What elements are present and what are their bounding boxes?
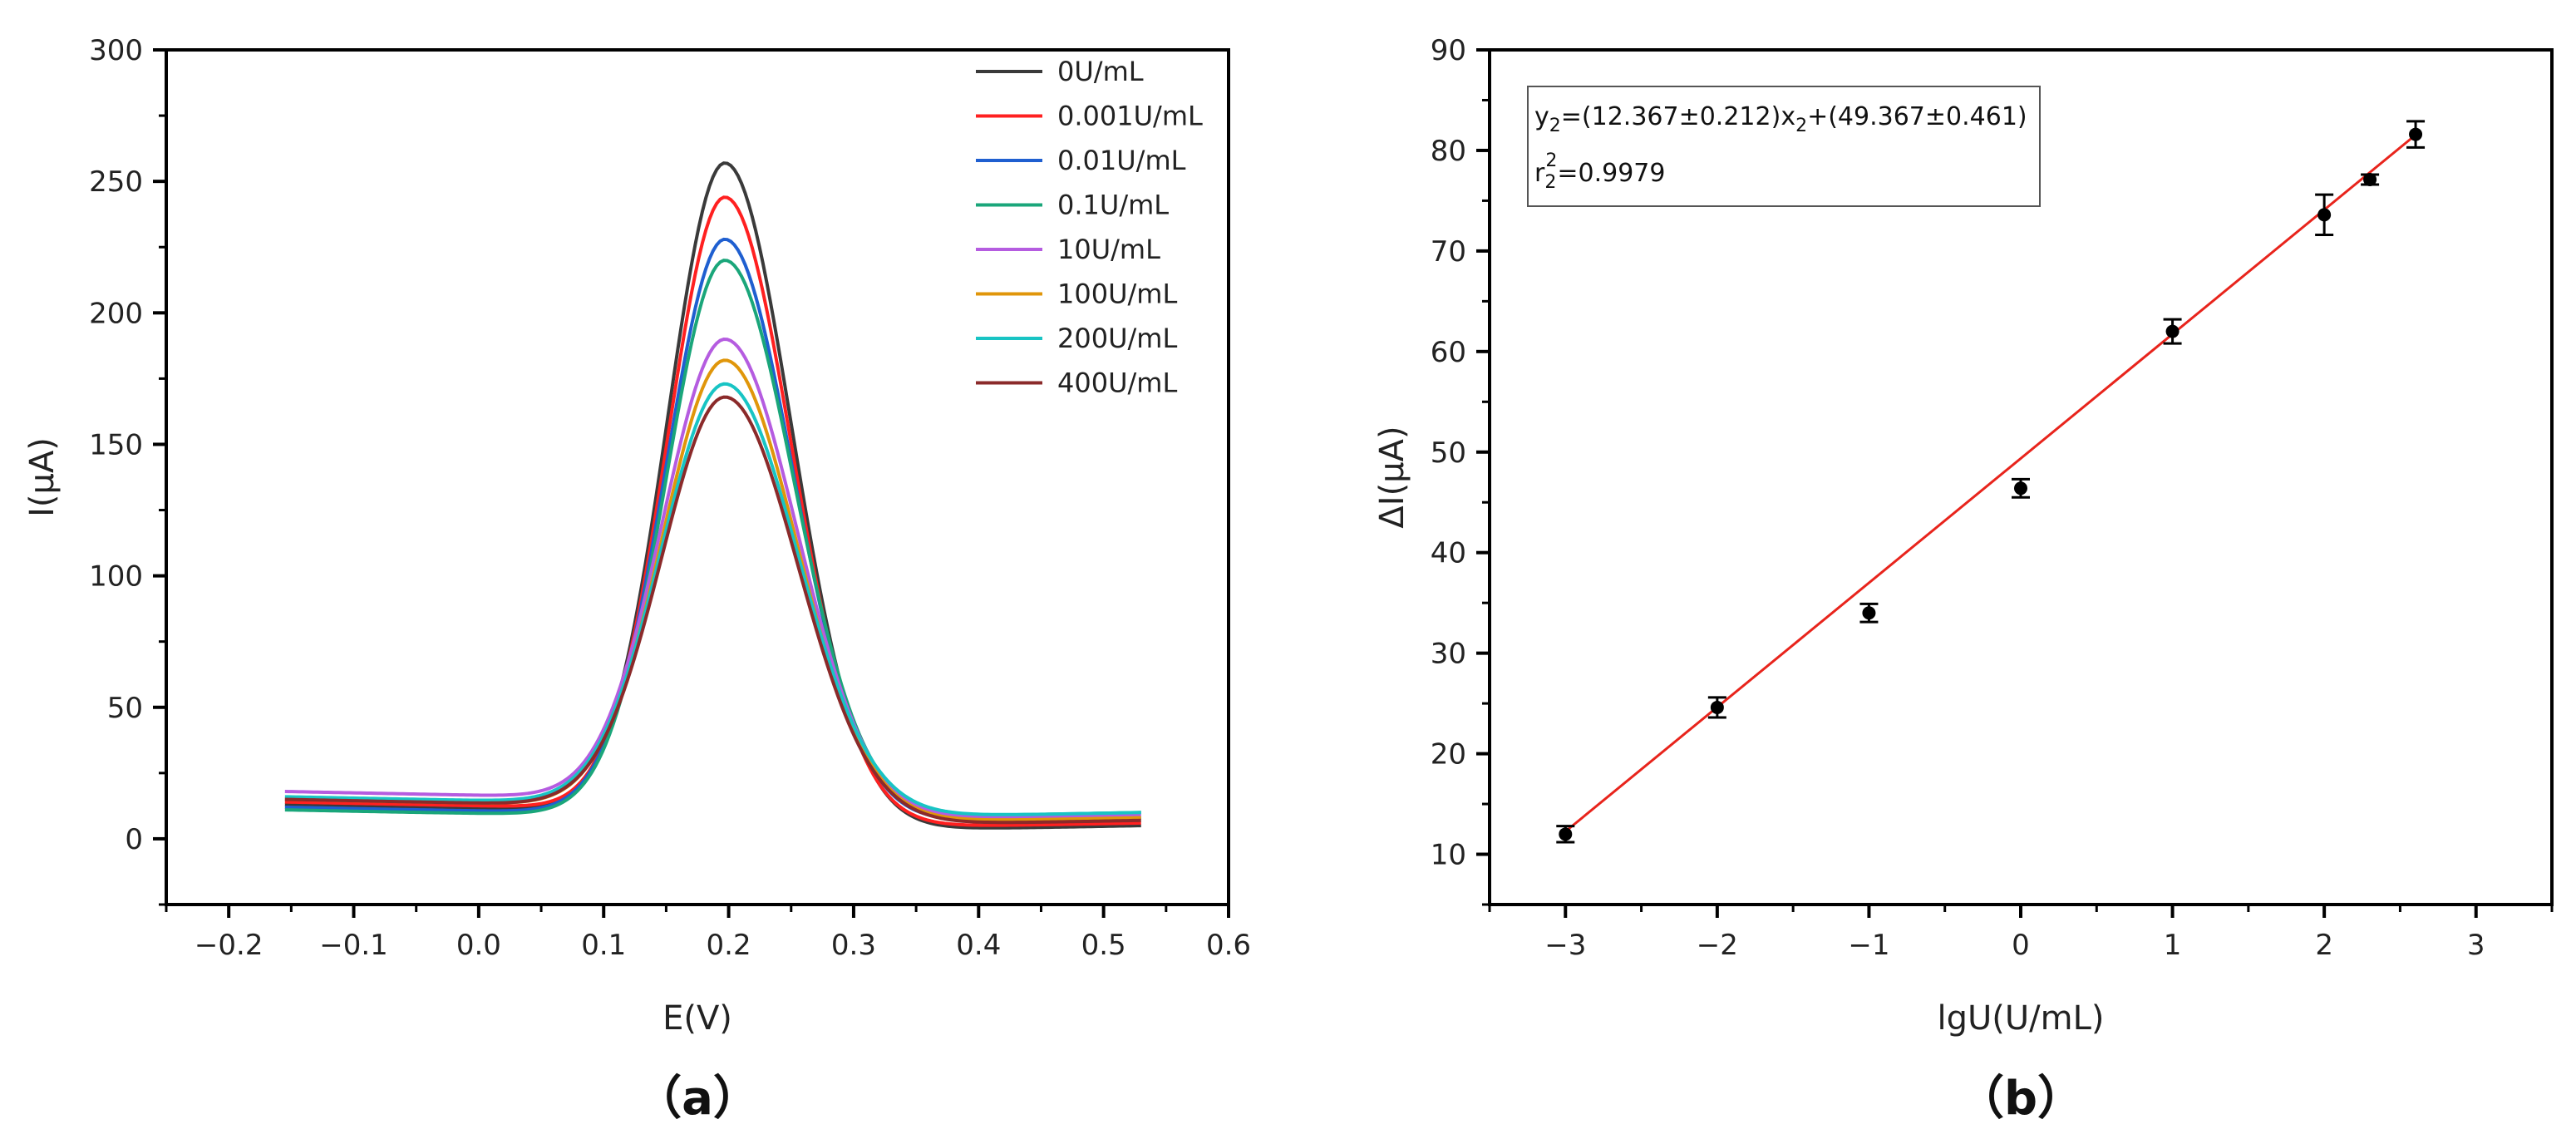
x-tick-label: 0.2: [707, 929, 751, 962]
y-tick-label: 60: [1431, 336, 1466, 369]
legend-label: 10U/mL: [1057, 234, 1160, 265]
legend-label: 0.001U/mL: [1057, 101, 1203, 132]
r-sub: 2: [1544, 172, 1556, 193]
r-sup: 2: [1545, 150, 1557, 171]
y-tick-label: 30: [1431, 638, 1466, 671]
equation-box-frame: [1527, 86, 2041, 207]
panel-label-a: （a）: [635, 1072, 760, 1126]
x-tick-label: 0: [2012, 929, 2030, 962]
y-tick-label: 70: [1431, 235, 1466, 269]
y-tick-label: 250: [89, 165, 143, 199]
x-tick-label: 1: [2164, 929, 2182, 962]
x-tick-labels-a: −0.2 −0.1 0.0 0.1 0.2 0.3 0.4 0.5 0.6: [195, 929, 1251, 962]
y-tick-labels-a: 0 50 100 150 200 250 300: [89, 34, 143, 856]
data-point: [1710, 700, 1724, 714]
y-axis-title-a: I(μA): [23, 437, 62, 517]
eq-x-sub: 2: [1795, 116, 1807, 136]
r-squared: r22=0.9979: [1534, 150, 1665, 193]
legend-label: 400U/mL: [1057, 367, 1177, 399]
panel-label-b: （b）: [1958, 1072, 2084, 1126]
x-tick-label: 0.3: [831, 929, 876, 962]
series-line-3: [284, 259, 1141, 817]
x-tick-label: 0.4: [956, 929, 1001, 962]
x-tick-label: −3: [1544, 929, 1586, 962]
y-tick-label: 50: [107, 692, 143, 725]
eq-y-sub: 2: [1549, 116, 1561, 136]
legend-label: 100U/mL: [1057, 279, 1177, 310]
plot-frame-a: [165, 48, 1230, 906]
legend-label: 0U/mL: [1057, 56, 1144, 87]
fit-line-group-b: [1564, 134, 2417, 833]
data-point: [2409, 127, 2423, 141]
y-tick-label: 150: [89, 428, 143, 461]
eq-end: +(49.367±0.461): [1807, 102, 2027, 131]
fit-equation: y2=(12.367±0.212)x2+(49.367±0.461): [1534, 102, 2027, 136]
r-var: r: [1534, 159, 1545, 188]
series-line-6: [284, 382, 1141, 816]
y-axis-title-b: ΔI(μA): [1373, 426, 1411, 528]
x-tick-label: 3: [2467, 929, 2485, 962]
x-tick-label: 0.1: [581, 929, 626, 962]
series-line-7: [284, 395, 1141, 825]
equation-box: y2=(12.367±0.212)x2+(49.367±0.461) r22=0…: [1527, 86, 2041, 207]
y-tick-label: 80: [1431, 135, 1466, 168]
x-tick-label: −0.2: [195, 929, 264, 962]
data-point: [2317, 208, 2332, 222]
x-tick-label: 0.6: [1206, 929, 1251, 962]
eq-x-var: x: [1781, 102, 1795, 131]
y-tick-label: 90: [1431, 34, 1466, 67]
data-point: [1559, 827, 1573, 841]
x-tick-label: −1: [1848, 929, 1889, 962]
x-axis-title-a: E(V): [662, 999, 732, 1038]
eq-mid: =(12.367±0.212): [1561, 102, 1781, 131]
data-point: [2165, 324, 2180, 338]
y-tick-label: 10: [1431, 839, 1466, 872]
fit-line: [1564, 134, 2417, 833]
x-tick-label: 0.5: [1081, 929, 1126, 962]
chart-panel-a: −0.2 −0.1 0.0 0.1 0.2 0.3 0.4 0.5 0.6 0 50 100 150 2…: [23, 34, 1251, 1126]
series-line-5: [284, 358, 1141, 822]
y-tick-label: 0: [125, 823, 143, 856]
data-points-b: [1556, 120, 2426, 844]
x-tick-label: −2: [1697, 929, 1738, 962]
x-axis-title-b: lgU(U/mL): [1938, 999, 2105, 1038]
y-tick-label: 50: [1431, 436, 1466, 470]
axis-ticks-b: [1476, 48, 2554, 918]
x-tick-labels-b: −3 −2 −1 0 1 2 3: [1544, 929, 2485, 962]
y-tick-labels-b: 10 20 30 40 50 60 70 80 90: [1431, 34, 1466, 872]
y-tick-label: 40: [1431, 537, 1466, 570]
x-tick-label: −0.1: [319, 929, 388, 962]
legend-a: 0U/mL 0.001U/mL 0.01U/mL 0.1U/mL 10U/mL 100U/…: [976, 56, 1203, 399]
series-line-1: [284, 195, 1141, 827]
eq-y-var: y: [1534, 102, 1549, 131]
legend-label: 0.01U/mL: [1057, 145, 1186, 176]
y-tick-label: 100: [89, 560, 143, 594]
y-tick-label: 20: [1431, 738, 1466, 772]
y-tick-label: 300: [89, 34, 143, 67]
data-point: [2014, 481, 2027, 496]
curves-a: [284, 161, 1141, 830]
data-point: [2363, 173, 2377, 187]
x-tick-label: 0.0: [456, 929, 501, 962]
series-line-2: [284, 237, 1141, 822]
series-line-0: [284, 161, 1141, 830]
r-value: =0.9979: [1557, 159, 1665, 188]
series-line-4: [284, 338, 1141, 819]
legend-label: 200U/mL: [1057, 323, 1177, 354]
legend-label: 0.1U/mL: [1057, 190, 1169, 221]
axis-ticks-a: [153, 48, 1230, 918]
y-tick-label: 200: [89, 297, 143, 330]
x-tick-label: 2: [2315, 929, 2333, 962]
data-point: [1862, 606, 1876, 620]
